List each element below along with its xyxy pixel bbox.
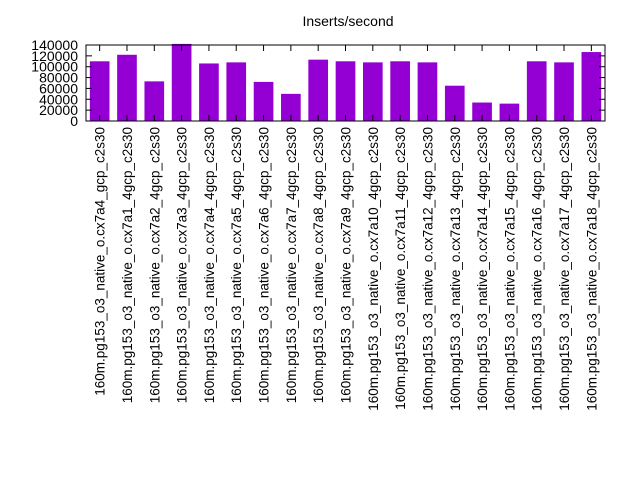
bars-group [89,43,602,122]
bar [308,59,329,121]
bar [554,62,574,121]
chart-title: Inserts/second [302,13,393,29]
bar [335,61,356,121]
bar [253,81,274,121]
bar [472,102,492,121]
bar [499,103,520,121]
x-tick-label: 160m.pg153_o3_native_o.cx7a8_4gcp_c2s30 [311,127,326,403]
x-tick-label: 160m.pg153_o3_native_o.cx7a14_4gcp_c2s30 [475,127,490,411]
x-axis: 160m.pg153_o3_native_o.cx7a4_gcp_c2s30 16… [93,45,599,411]
x-tick-label: 160m.pg153_o3_native_o.cx7a13_4gcp_c2s30 [448,127,463,411]
y-tick-label: 0 [70,113,78,129]
x-tick-label: 160m.pg153_o3_native_o.cx7a1_4gcp_c2s30 [120,127,135,403]
x-tick-label: 160m.pg153_o3_native_o.cx7a16_4gcp_c2s30 [530,127,545,411]
x-tick-label: 160m.pg153_o3_native_o.cx7a18_4gcp_c2s30 [584,127,599,411]
y-tick-label: 100000 [31,59,78,75]
bar [117,54,137,121]
bar [171,43,192,121]
y-tick-label: 40000 [39,91,78,107]
x-tick-label: 160m.pg153_o3_native_o.cx7a7_4gcp_c2s30 [284,127,299,403]
x-tick-label: 160m.pg153_o3_native_o.cx7a6_4gcp_c2s30 [257,127,272,403]
bar [226,62,247,121]
bar [526,61,547,121]
bar [390,61,410,121]
x-tick-label: 160m.pg153_o3_native_o.cx7a11_4gcp_c2s30 [393,127,408,410]
plot-frame [85,44,606,122]
bar [199,63,219,121]
y-tick-label: 60000 [39,80,78,96]
bar [144,81,165,121]
x-tick-label: 160m.pg153_o3_native_o.cx7a4_4gcp_c2s30 [202,127,217,403]
x-tick-label: 160m.pg153_o3_native_o.cx7a17_4gcp_c2s30 [557,127,572,411]
x-tick-label: 160m.pg153_o3_native_o.cx7a15_4gcp_c2s30 [502,127,517,411]
bar [281,93,301,121]
x-tick-label: 160m.pg153_o3_native_o.cx7a2_4gcp_c2s30 [147,127,162,403]
y-tick-label: 140000 [31,37,78,53]
x-tick-label: 160m.pg153_o3_native_o.cx7a9_4gcp_c2s30 [339,127,354,403]
x-tick-label: 160m.pg153_o3_native_o.cx7a5_4gcp_c2s30 [229,127,244,403]
y-tick-label: 20000 [39,102,78,118]
x-tick-label: 160m.pg153_o3_native_o.cx7a3_4gcp_c2s30 [175,127,190,403]
y-tick-label: 120000 [31,48,78,64]
x-tick-label: 160m.pg153_o3_native_o.cx7a10_4gcp_c2s30 [366,127,381,411]
x-tick-label: 160m.pg153_o3_native_o.cx7a4_gcp_c2s30 [93,127,108,396]
y-tick-label: 80000 [39,70,78,86]
x-tick-label: 160m.pg153_o3_native_o.cx7a12_4gcp_c2s30 [420,127,435,411]
bar [444,85,465,121]
bar [89,61,110,121]
bar [581,52,602,122]
bar [362,62,383,121]
bar [417,62,438,121]
